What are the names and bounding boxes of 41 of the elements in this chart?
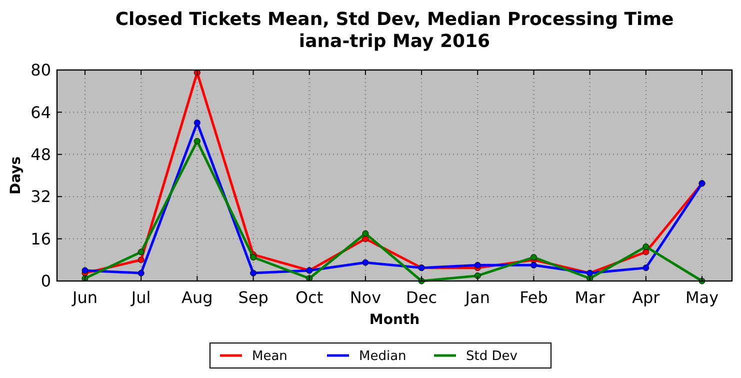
point [362, 259, 369, 266]
x-axis-title: Month [369, 312, 420, 328]
point [194, 120, 200, 126]
point [474, 262, 481, 268]
point [642, 243, 650, 250]
point [138, 270, 144, 276]
point [138, 248, 144, 256]
point [530, 262, 537, 268]
x-tick-label: Sep [238, 288, 268, 307]
y-tick-label: 32 [30, 187, 51, 206]
y-tick-label: 80 [30, 60, 51, 80]
x-tick-label: Jan [464, 288, 490, 307]
y-tick-label: 64 [30, 102, 51, 122]
x-tick-label: Mar [574, 288, 606, 307]
point [250, 254, 257, 261]
x-tick-label: Dec [406, 288, 438, 307]
point [82, 267, 88, 274]
x-tick-label: Jul [130, 288, 151, 307]
x-tick-label: Jun [72, 288, 98, 307]
y-tick-label: 0 [40, 272, 51, 291]
point [642, 264, 650, 272]
point [362, 230, 369, 237]
x-tick-label: May [685, 288, 719, 307]
point [250, 270, 257, 276]
x-tick-label: Nov [350, 288, 382, 307]
chart-title: Closed Tickets Mean, Std Dev, Median Processing Time iana-trip May 2016 [115, 9, 674, 52]
legend-label: Std Dev [466, 349, 518, 364]
x-tick-label: Apr [632, 288, 660, 307]
x-tick-label: Aug [182, 288, 213, 307]
point [138, 256, 144, 264]
point [194, 138, 200, 144]
x-tick-label: Feb [520, 288, 548, 307]
x-tick-label: Oct [296, 288, 324, 307]
y-tick-label: 16 [30, 229, 51, 248]
point [474, 272, 481, 279]
y-tick-label: 48 [30, 145, 51, 164]
legend-label: Mean [252, 349, 288, 364]
y-axis-title: Days [8, 156, 24, 195]
legend-label: Median [359, 349, 406, 364]
point [642, 248, 650, 256]
point [530, 254, 537, 261]
